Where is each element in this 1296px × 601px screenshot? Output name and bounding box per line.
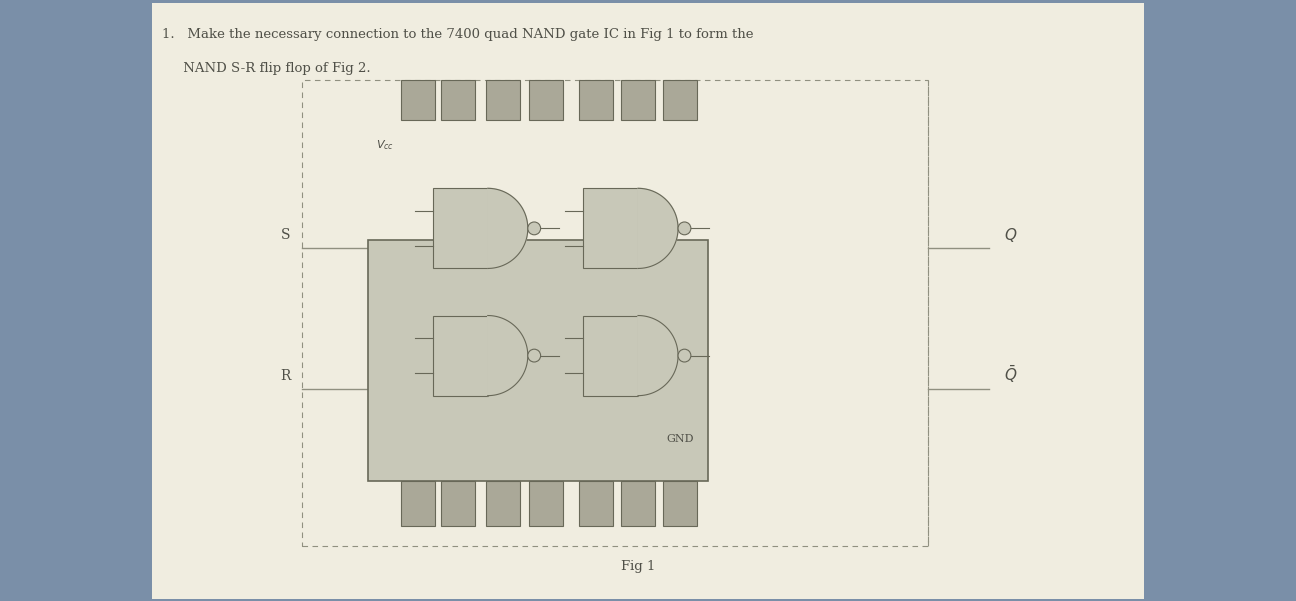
- Text: 4: 4: [543, 499, 550, 508]
- FancyBboxPatch shape: [441, 481, 474, 526]
- Polygon shape: [487, 316, 527, 395]
- Polygon shape: [638, 188, 678, 269]
- Text: 1.   Make the necessary connection to the 7400 quad NAND gate IC in Fig 1 to for: 1. Make the necessary connection to the …: [162, 28, 754, 41]
- FancyBboxPatch shape: [152, 3, 1144, 599]
- FancyBboxPatch shape: [400, 481, 434, 526]
- Circle shape: [527, 222, 540, 235]
- Text: $\bar{Q}$: $\bar{Q}$: [1003, 364, 1017, 385]
- Text: 11: 11: [539, 96, 552, 105]
- Text: 13: 13: [451, 96, 464, 105]
- Text: R: R: [280, 368, 290, 383]
- FancyBboxPatch shape: [529, 80, 562, 120]
- Text: $V_{cc}$: $V_{cc}$: [376, 138, 394, 152]
- Text: 1: 1: [415, 499, 421, 508]
- Text: S: S: [281, 228, 290, 242]
- Circle shape: [527, 349, 540, 362]
- FancyBboxPatch shape: [433, 316, 487, 395]
- Text: 14: 14: [411, 96, 424, 105]
- FancyBboxPatch shape: [486, 481, 520, 526]
- Circle shape: [678, 349, 691, 362]
- FancyBboxPatch shape: [664, 80, 697, 120]
- Text: NAND S-R flip flop of Fig 2.: NAND S-R flip flop of Fig 2.: [162, 62, 371, 75]
- Text: 8: 8: [677, 96, 683, 105]
- Text: GND: GND: [666, 434, 693, 444]
- FancyBboxPatch shape: [486, 80, 520, 120]
- FancyBboxPatch shape: [368, 240, 708, 481]
- FancyBboxPatch shape: [400, 80, 434, 120]
- FancyBboxPatch shape: [579, 80, 613, 120]
- Polygon shape: [638, 316, 678, 395]
- FancyBboxPatch shape: [621, 481, 654, 526]
- Text: 10: 10: [590, 96, 603, 105]
- FancyBboxPatch shape: [433, 188, 487, 269]
- Circle shape: [678, 222, 691, 235]
- FancyBboxPatch shape: [579, 481, 613, 526]
- FancyBboxPatch shape: [529, 481, 562, 526]
- Text: Fig 1: Fig 1: [621, 561, 656, 573]
- Text: 6: 6: [635, 499, 642, 508]
- Text: 5: 5: [592, 499, 599, 508]
- FancyBboxPatch shape: [583, 188, 638, 269]
- FancyBboxPatch shape: [664, 481, 697, 526]
- Text: 7: 7: [677, 499, 683, 508]
- Polygon shape: [487, 188, 527, 269]
- FancyBboxPatch shape: [621, 80, 654, 120]
- Text: 3: 3: [499, 499, 505, 508]
- Text: 9: 9: [635, 96, 642, 105]
- Text: 2: 2: [455, 499, 461, 508]
- FancyBboxPatch shape: [583, 316, 638, 395]
- Text: $Q$: $Q$: [1003, 227, 1017, 245]
- Text: 12: 12: [496, 96, 509, 105]
- FancyBboxPatch shape: [441, 80, 474, 120]
